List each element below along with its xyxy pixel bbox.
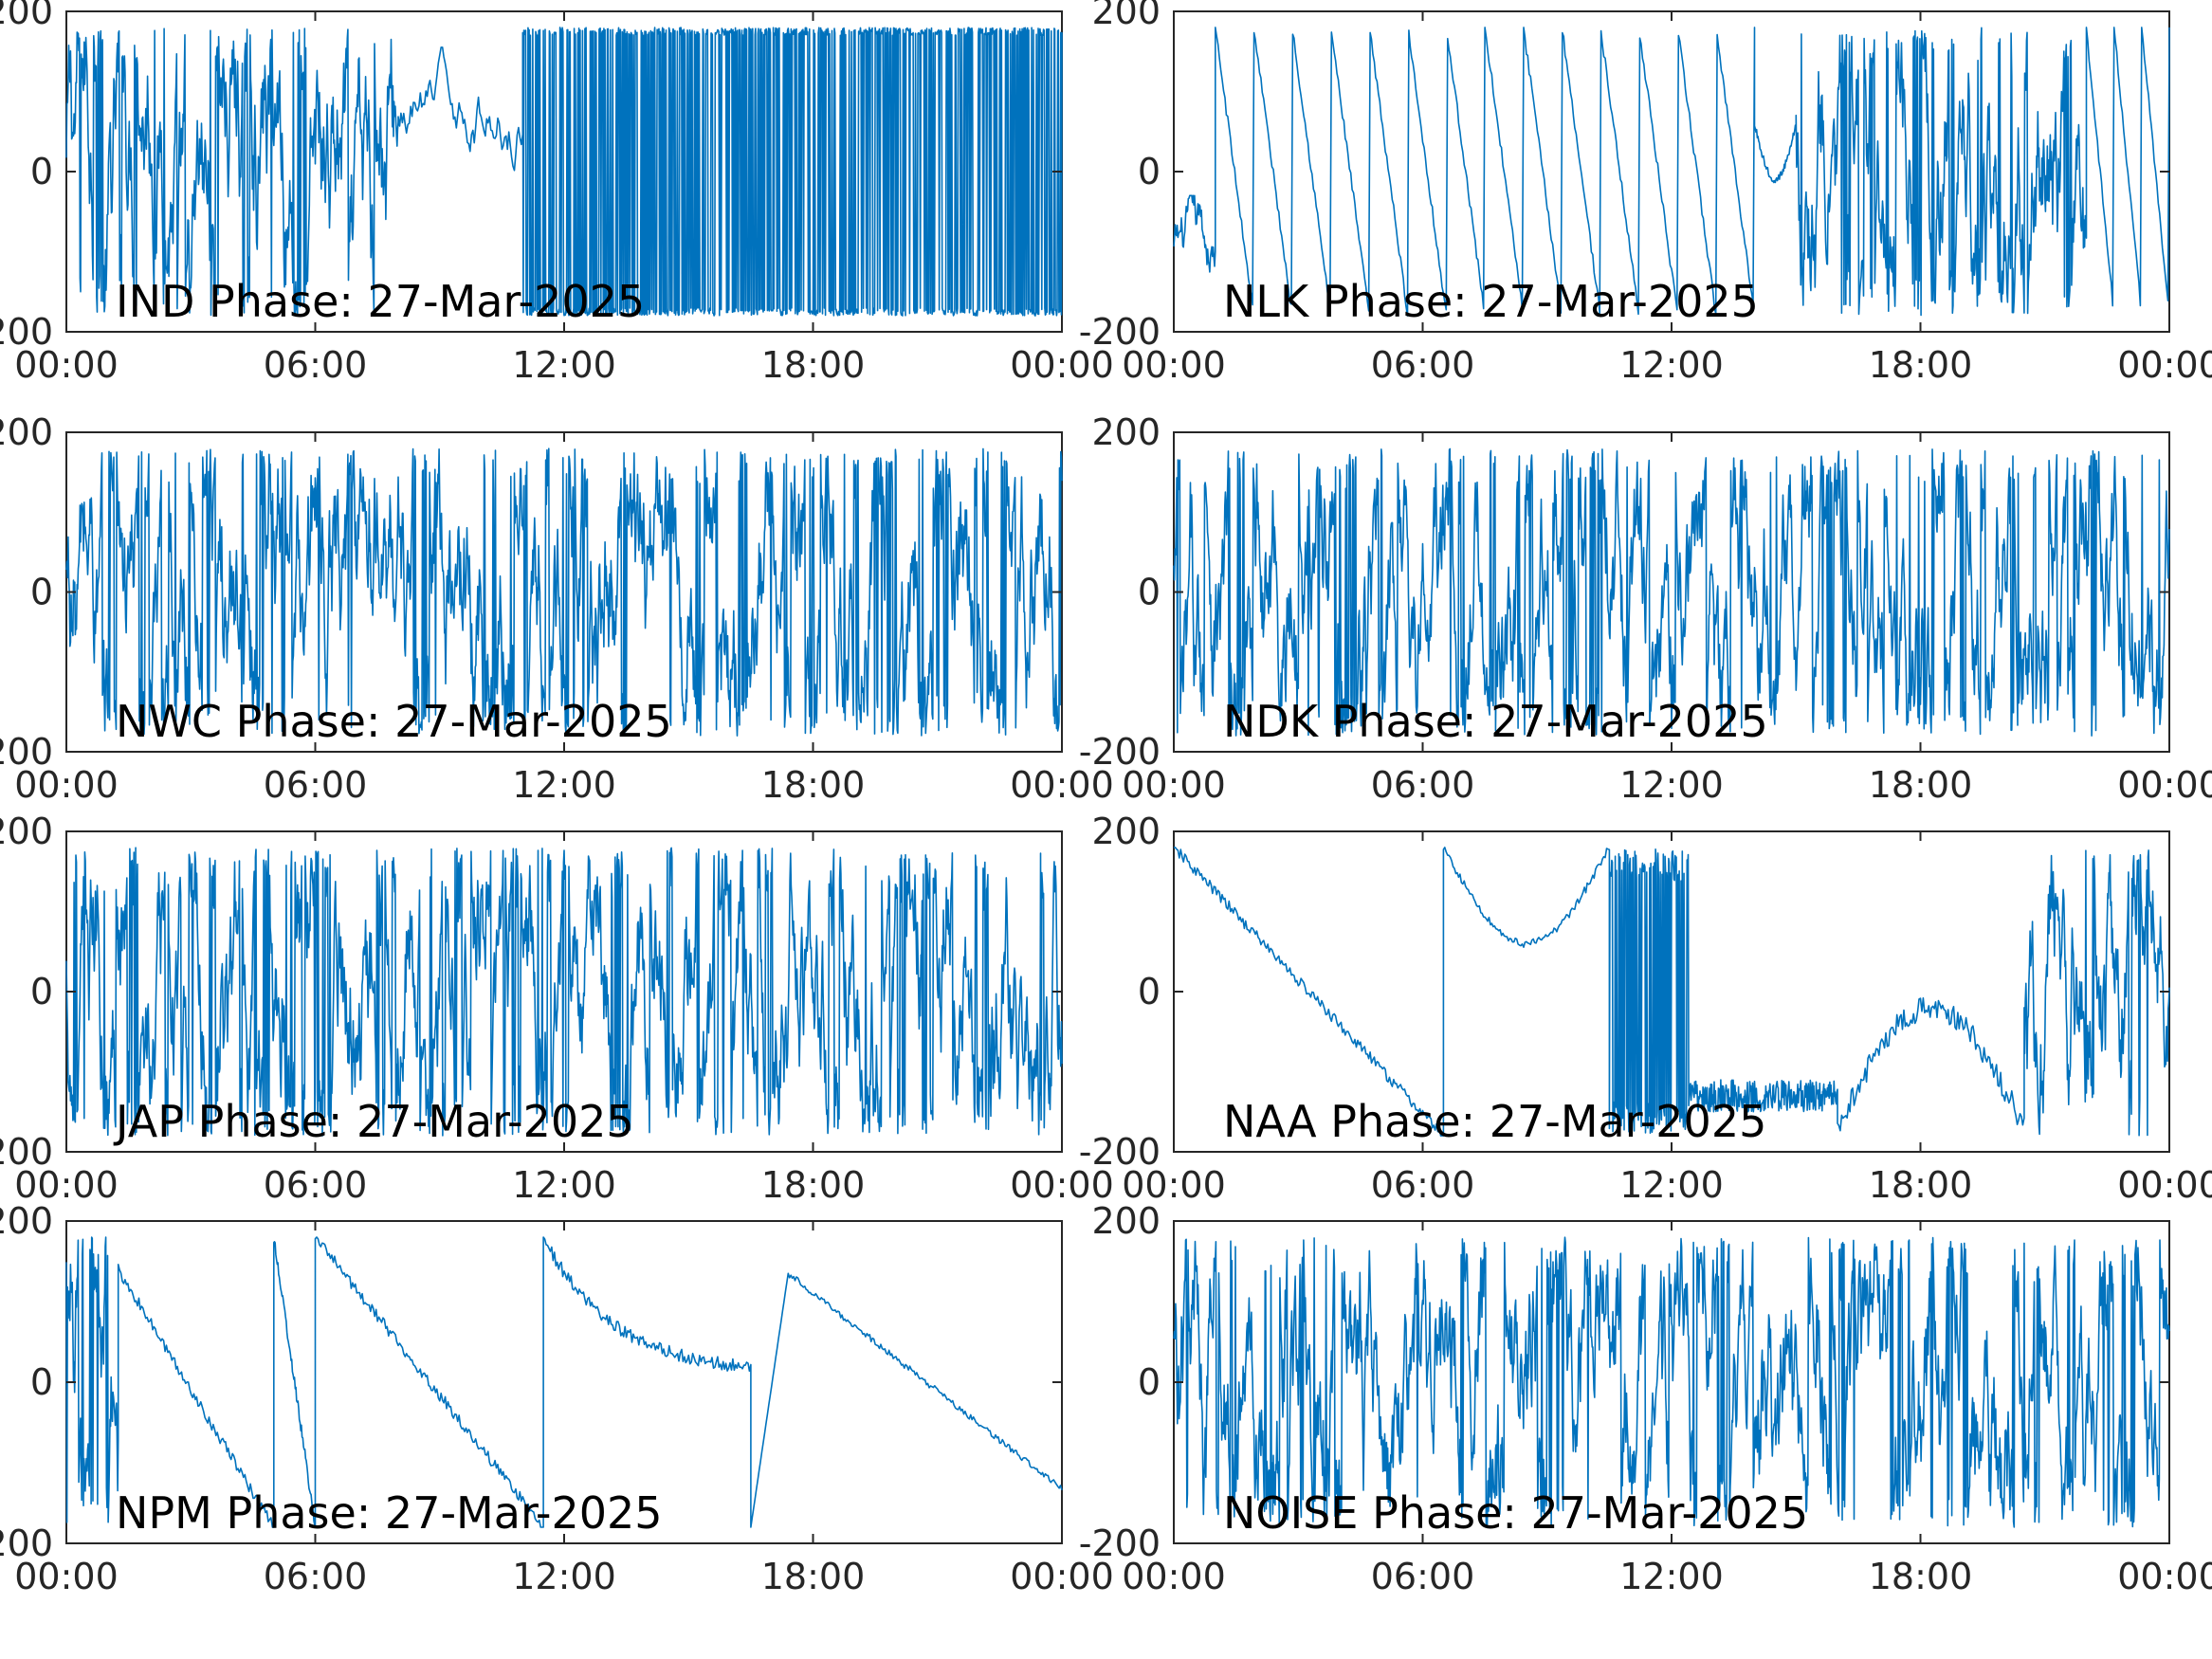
phase-series-line <box>65 847 1063 1137</box>
x-tick-label: 18:00 <box>1869 344 1973 386</box>
y-tick-label: -200 <box>1079 311 1161 353</box>
x-tick-label: 00:00 <box>2117 764 2212 806</box>
panel-title: NLK Phase: 27-Mar-2025 <box>1223 276 1759 327</box>
x-tick-label: 06:00 <box>264 764 368 806</box>
panel-title: NPM Phase: 27-Mar-2025 <box>116 1487 663 1539</box>
y-tick-label: 200 <box>1091 0 1161 32</box>
y-tick-label: 0 <box>1138 1361 1161 1403</box>
y-tick-label: -200 <box>0 731 53 773</box>
x-tick-label: 18:00 <box>761 764 866 806</box>
x-tick-label: 18:00 <box>1869 1556 1973 1597</box>
panel-title: NWC Phase: 27-Mar-2025 <box>116 696 672 747</box>
phase-series-line <box>1174 847 2170 1137</box>
x-tick-label: 00:00 <box>14 1164 119 1206</box>
x-tick-label: 06:00 <box>264 1556 368 1597</box>
panel-title: NDK Phase: 27-Mar-2025 <box>1223 696 1768 747</box>
x-tick-label: 00:00 <box>14 764 119 806</box>
y-tick-label: -200 <box>0 311 53 353</box>
x-tick-label: 12:00 <box>512 1164 616 1206</box>
x-tick-label: 00:00 <box>2117 1164 2212 1206</box>
x-tick-label: 18:00 <box>1869 1164 1973 1206</box>
phase-series-line <box>65 1236 1063 1528</box>
phase-series-line <box>65 27 1063 317</box>
y-tick-label: -200 <box>0 1522 53 1564</box>
y-tick-label: 0 <box>1138 971 1161 1012</box>
x-tick-label: 06:00 <box>1371 1164 1475 1206</box>
x-tick-label: 06:00 <box>264 1164 368 1206</box>
panel-title: IND Phase: 27-Mar-2025 <box>116 276 645 327</box>
x-tick-label: 12:00 <box>1619 764 1724 806</box>
y-tick-label: -200 <box>1079 731 1161 773</box>
x-tick-label: 12:00 <box>1619 1164 1724 1206</box>
x-tick-label: 12:00 <box>1619 1556 1724 1597</box>
x-tick-label: 00:00 <box>1122 344 1226 386</box>
phase-series-line <box>65 447 1063 737</box>
y-tick-label: 0 <box>1138 151 1161 192</box>
y-tick-label: 200 <box>1091 411 1161 453</box>
x-tick-label: 06:00 <box>1371 1556 1475 1597</box>
phase-series-line <box>1173 27 2170 317</box>
y-tick-label: 200 <box>1091 811 1161 852</box>
x-tick-label: 18:00 <box>1869 764 1973 806</box>
x-tick-label: 00:00 <box>1010 1164 1114 1206</box>
x-tick-label: 18:00 <box>761 344 866 386</box>
x-tick-label: 00:00 <box>2117 344 2212 386</box>
x-tick-label: 18:00 <box>761 1164 866 1206</box>
phase-series-line <box>1173 1236 2170 1528</box>
x-tick-label: 00:00 <box>14 1556 119 1597</box>
x-tick-label: 00:00 <box>1010 1556 1114 1597</box>
x-tick-label: 12:00 <box>1619 344 1724 386</box>
y-tick-label: 0 <box>30 151 53 192</box>
x-tick-label: 00:00 <box>1122 1556 1226 1597</box>
y-tick-label: -200 <box>0 1131 53 1173</box>
x-tick-label: 12:00 <box>512 344 616 386</box>
x-tick-label: 00:00 <box>14 344 119 386</box>
y-tick-label: 0 <box>30 971 53 1012</box>
x-tick-label: 06:00 <box>1371 344 1475 386</box>
y-tick-label: 0 <box>1138 572 1161 613</box>
y-tick-label: 200 <box>1091 1200 1161 1242</box>
x-tick-label: 06:00 <box>264 344 368 386</box>
panel-title: NOISE Phase: 27-Mar-2025 <box>1223 1487 1808 1539</box>
axes-box <box>65 1220 1063 1544</box>
y-tick-label: 200 <box>0 811 53 852</box>
x-tick-label: 12:00 <box>512 1556 616 1597</box>
panel-title: JAP Phase: 27-Mar-2025 <box>113 1096 634 1147</box>
x-tick-label: 06:00 <box>1371 764 1475 806</box>
x-tick-label: 00:00 <box>1122 764 1226 806</box>
y-tick-label: 0 <box>30 572 53 613</box>
x-tick-label: 00:00 <box>2117 1556 2212 1597</box>
x-tick-label: 00:00 <box>1010 764 1114 806</box>
x-tick-label: 00:00 <box>1122 1164 1226 1206</box>
y-tick-label: 200 <box>0 1200 53 1242</box>
panel-title: NAA Phase: 27-Mar-2025 <box>1223 1096 1766 1147</box>
y-tick-label: 0 <box>30 1361 53 1403</box>
y-tick-label: 200 <box>0 0 53 32</box>
x-tick-label: 18:00 <box>761 1556 866 1597</box>
x-tick-label: 00:00 <box>1010 344 1114 386</box>
y-tick-label: -200 <box>1079 1522 1161 1564</box>
y-tick-label: -200 <box>1079 1131 1161 1173</box>
y-tick-label: 200 <box>0 411 53 453</box>
phase-series-line <box>1173 447 2170 737</box>
x-tick-label: 12:00 <box>512 764 616 806</box>
